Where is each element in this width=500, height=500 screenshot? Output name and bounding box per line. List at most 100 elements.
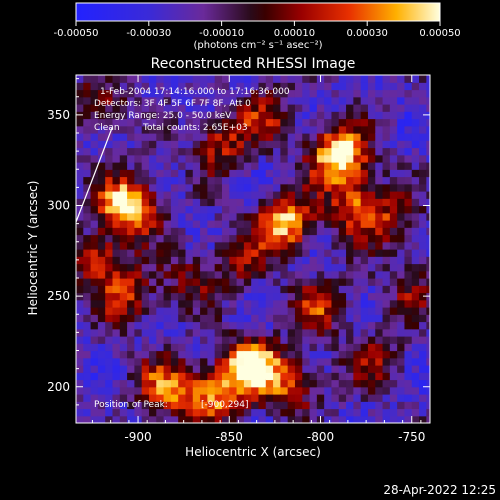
heatmap-cell — [353, 111, 362, 120]
heatmap-cell — [105, 394, 114, 402]
heatmap-cell — [367, 408, 376, 417]
heatmap-cell — [258, 183, 267, 192]
heatmap-cell — [192, 75, 201, 83]
heatmap-cell — [419, 372, 427, 381]
heatmap-cell — [76, 350, 84, 359]
heatmap-cell — [404, 75, 413, 83]
heatmap-cell — [119, 307, 128, 315]
heatmap-cell — [411, 212, 420, 221]
heatmap-cell — [397, 198, 406, 207]
heatmap-cell — [119, 220, 128, 228]
heatmap-cell — [382, 111, 391, 120]
heatmap-cell — [382, 140, 391, 149]
heatmap-cell — [170, 104, 179, 112]
heatmap-cell — [324, 365, 333, 373]
heatmap-cell — [419, 321, 427, 330]
heatmap-cell — [127, 176, 135, 185]
heatmap-cell — [316, 328, 325, 337]
heatmap-cell — [273, 256, 281, 265]
heatmap-cell — [382, 292, 391, 301]
heatmap-cell — [389, 328, 398, 337]
heatmap-cell — [185, 292, 194, 301]
heatmap-cell — [185, 256, 194, 265]
heatmap-cell — [119, 111, 128, 120]
heatmap-cell — [367, 227, 376, 236]
heatmap-cell — [243, 162, 252, 170]
heatmap-cell — [221, 234, 230, 243]
heatmap-cell — [127, 299, 135, 308]
heatmap-cell — [148, 118, 157, 127]
heatmap-cell — [185, 169, 194, 178]
heatmap-cell — [178, 270, 187, 279]
heatmap-cell — [243, 212, 252, 221]
heatmap-cell — [178, 292, 187, 301]
heatmap-cell — [97, 154, 106, 163]
heatmap-cell — [265, 314, 274, 323]
heatmap-cell — [331, 408, 340, 417]
heatmap-cell — [287, 408, 296, 417]
heatmap-cell — [134, 299, 143, 308]
heatmap-cell — [287, 133, 296, 141]
heatmap-cell — [141, 328, 150, 337]
heatmap-cell — [251, 357, 260, 366]
heatmap-cell — [97, 234, 106, 243]
heatmap-cell — [229, 104, 238, 112]
heatmap-cell — [265, 96, 274, 105]
heatmap-cell — [397, 285, 406, 294]
heatmap-cell — [90, 299, 99, 308]
heatmap-cell — [294, 154, 303, 163]
heatmap-cell — [163, 249, 172, 257]
heatmap-cell — [112, 307, 121, 315]
heatmap-cell — [360, 415, 369, 423]
heatmap-cell — [302, 104, 311, 112]
heatmap-cell — [346, 408, 354, 417]
heatmap-cell — [309, 408, 318, 417]
heatmap-cell — [411, 169, 420, 178]
heatmap-cell — [127, 394, 135, 402]
heatmap-cell — [316, 205, 325, 214]
heatmap-cell — [273, 401, 281, 410]
heatmap-cell — [316, 118, 325, 127]
heatmap-cell — [324, 379, 333, 388]
heatmap-cell — [112, 408, 121, 417]
heatmap-cell — [346, 270, 354, 279]
heatmap-cell — [119, 133, 128, 141]
heatmap-cell — [207, 125, 216, 134]
heatmap-cell — [426, 365, 430, 373]
heatmap-cell — [112, 357, 121, 366]
heatmap-cell — [127, 415, 135, 423]
heatmap-cell — [127, 75, 135, 83]
heatmap-cell — [251, 299, 260, 308]
heatmap-cell — [346, 162, 354, 170]
heatmap-cell — [294, 365, 303, 373]
heatmap-cell — [411, 205, 420, 214]
heatmap-cell — [148, 357, 157, 366]
heatmap-cell — [119, 394, 128, 402]
heatmap-cell — [170, 299, 179, 308]
heatmap-cell — [404, 256, 413, 265]
heatmap-cell — [404, 292, 413, 301]
heatmap-cell — [324, 183, 333, 192]
heatmap-cell — [375, 147, 384, 156]
heatmap-cell — [214, 415, 223, 423]
heatmap-cell — [156, 234, 165, 243]
heatmap-cell — [294, 125, 303, 134]
heatmap-cell — [367, 350, 376, 359]
heatmap-cell — [251, 343, 260, 352]
heatmap-cell — [214, 212, 223, 221]
heatmap-cell — [258, 234, 267, 243]
heatmap-cell — [353, 125, 362, 134]
heatmap-cell — [280, 147, 289, 156]
heatmap-cell — [97, 118, 106, 127]
heatmap-cell — [273, 162, 281, 170]
heatmap-cell — [331, 357, 340, 366]
heatmap-cell — [338, 82, 347, 91]
heatmap-cell — [338, 415, 347, 423]
heatmap-cell — [76, 154, 84, 163]
heatmap-cell — [156, 343, 165, 352]
heatmap-cell — [178, 162, 187, 170]
heatmap-cell — [265, 191, 274, 199]
heatmap-cell — [178, 118, 187, 127]
heatmap-cell — [119, 140, 128, 149]
heatmap-cell — [287, 343, 296, 352]
